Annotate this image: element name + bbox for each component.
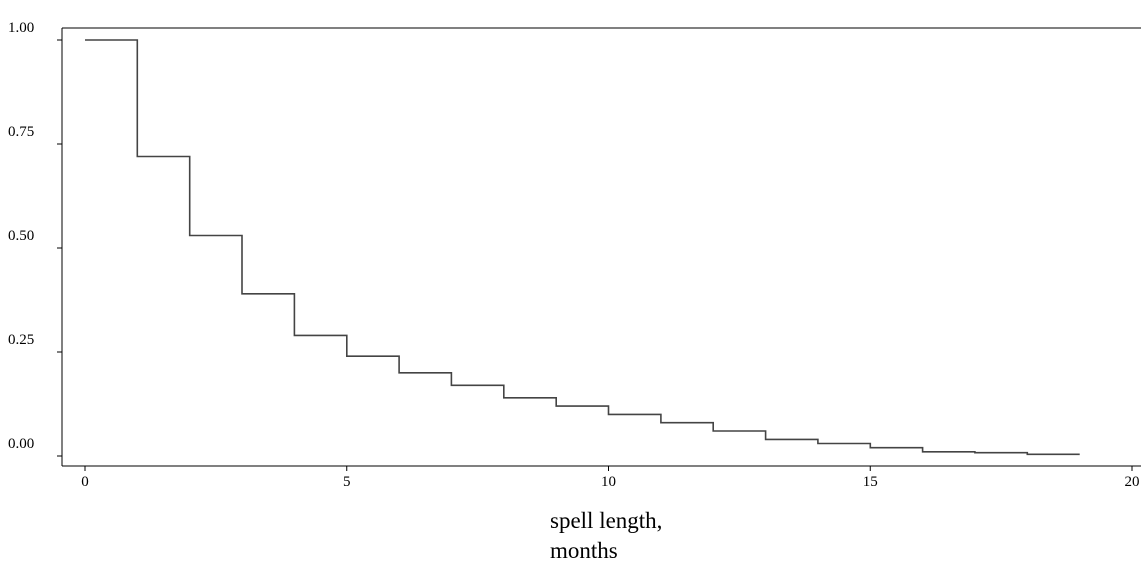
x-tick-label: 15: [863, 474, 878, 490]
x-tick-label: 20: [1125, 474, 1140, 490]
ticks: 0.00 0.25 0.50 0.75 1.00 0 5 10 15 20: [8, 20, 1140, 490]
x-axis-label: spell length, months: [550, 506, 662, 566]
survival-step-line: [85, 39, 1080, 456]
x-axis-label-line-1: spell length,: [550, 508, 663, 533]
y-tick-label: 0.50: [8, 228, 34, 244]
y-tick-label: 0.75: [8, 124, 34, 140]
y-tick-label: 0.25: [8, 332, 34, 348]
x-tick-label: 5: [343, 474, 351, 490]
plot-area: [85, 39, 1080, 456]
x-tick-label: 10: [601, 474, 616, 490]
y-tick-label: 0.00: [8, 436, 34, 452]
axes: [61, 27, 1141, 467]
y-tick-label: 1.00: [8, 20, 34, 36]
x-tick-label: 0: [81, 474, 89, 490]
x-axis-label-line-2: months: [550, 538, 618, 563]
